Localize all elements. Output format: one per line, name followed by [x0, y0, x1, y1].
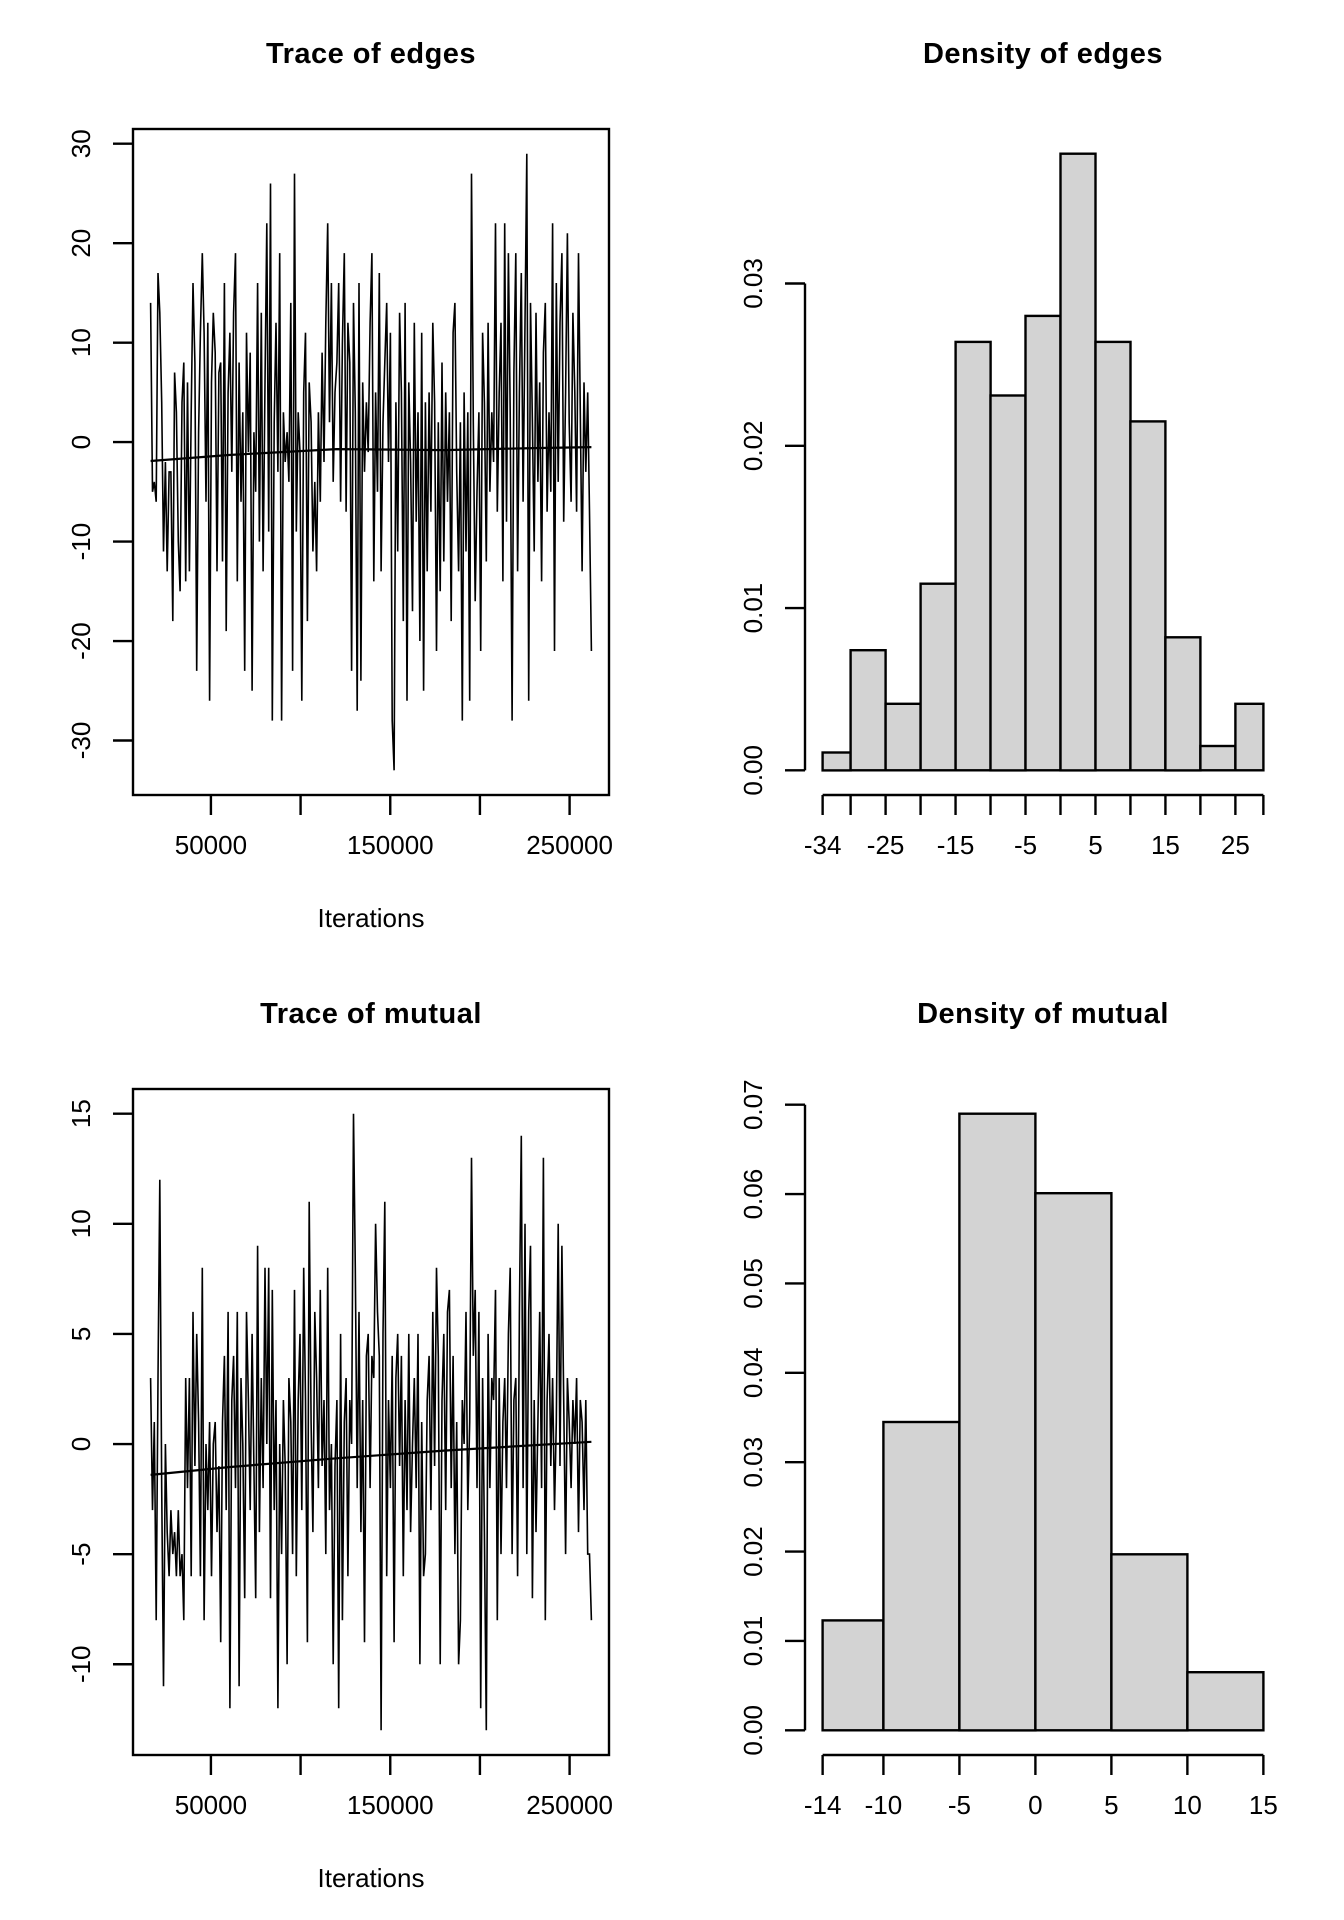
smooth-line [150, 1440, 592, 1476]
x-tick-label: 10 [1173, 1790, 1202, 1820]
x-tick-label: 50000 [175, 1790, 247, 1820]
y-tick-label: 0.01 [738, 1616, 768, 1667]
x-tick-label: 150000 [347, 830, 434, 860]
histogram-bar [1234, 702, 1265, 772]
y-tick-label: 0.07 [738, 1079, 768, 1130]
x-tick-label: -10 [865, 1790, 903, 1820]
histogram-bar [954, 340, 992, 772]
y-tick-label: 0.00 [738, 1705, 768, 1756]
histogram-bar [919, 582, 957, 772]
x-tick-label: 250000 [526, 1790, 613, 1820]
histogram-bar [884, 702, 922, 772]
x-tick-label: 50000 [175, 830, 247, 860]
y-tick-label: 30 [66, 129, 96, 158]
histogram-bar [1164, 636, 1202, 772]
histogram-bar [882, 1420, 961, 1732]
x-tick-label: -5 [1014, 830, 1037, 860]
y-tick-label: -20 [66, 622, 96, 660]
x-tick-label: 25 [1221, 830, 1250, 860]
y-tick-label: -10 [66, 1645, 96, 1683]
y-tick-label: -30 [66, 722, 96, 760]
x-tick-label: 0 [1028, 1790, 1042, 1820]
y-tick-label: -10 [66, 523, 96, 561]
x-axis-label: Iterations [317, 903, 425, 933]
x-tick-label: 150000 [347, 1790, 434, 1820]
x-tick-label: -34 [804, 830, 842, 860]
histogram-bar [1094, 340, 1132, 772]
y-tick-label: 0.06 [738, 1169, 768, 1220]
y-tick-label: 0.03 [738, 258, 768, 309]
histogram-bar [989, 394, 1027, 772]
x-tick-label: 5 [1104, 1790, 1118, 1820]
y-tick-label: 0.02 [738, 420, 768, 471]
trace-of-edges-plot: 50000 150000 250000 30 20 10 0 -10 -20 -30 [66, 127, 613, 860]
density-of-edges-plot: -34 -25 -15 -5 5 15 25 0.00 0.01 0.02 0.03 [738, 152, 1265, 860]
plot-frame [131, 1087, 611, 1757]
y-tick-label: 20 [66, 229, 96, 258]
x-tick-label: -25 [867, 830, 905, 860]
chart-title: Density of mutual [917, 998, 1169, 1030]
y-tick-label: -5 [66, 1543, 96, 1566]
y-tick-label: 0.02 [738, 1526, 768, 1577]
histogram-bar [958, 1112, 1037, 1732]
histogram-bar [1186, 1671, 1265, 1732]
y-tick-label: 0 [66, 1437, 96, 1451]
chart-title: Trace of edges [265, 38, 477, 70]
histogram-bar [1199, 744, 1237, 772]
trace-of-mutual-plot: 50000 150000 250000 15 10 5 0 -5 -10 [66, 1087, 613, 1820]
y-tick-label: 10 [66, 1209, 96, 1238]
y-tick-label: 0.04 [738, 1348, 768, 1399]
x-tick-label: 15 [1151, 830, 1180, 860]
y-tick-label: 0.00 [738, 745, 768, 796]
histogram-bar [1129, 420, 1167, 772]
histogram-bar [821, 1619, 885, 1732]
y-tick-label: 5 [66, 1327, 96, 1341]
x-axis-label: Iterations [317, 1863, 425, 1893]
x-tick-label: -14 [804, 1790, 842, 1820]
x-tick-label: -15 [937, 830, 975, 860]
histogram-bar [1034, 1191, 1113, 1732]
y-tick-label: 0.03 [738, 1437, 768, 1488]
trace-line [149, 1113, 593, 1731]
chart-title: Trace of mutual [260, 998, 482, 1030]
plot-frame [131, 127, 611, 797]
x-tick-label: -5 [948, 1790, 971, 1820]
panel-trace-of-edges: Trace of edges 50000 150000 250000 30 20 10 0 -… [0, 0, 672, 960]
x-tick-label: 5 [1088, 830, 1102, 860]
density-of-mutual-plot: -14 -10 -5 0 5 10 15 0.00 0.01 0.02 0.03 0.04 0.05 0.… [738, 1079, 1278, 1820]
y-tick-label: 0 [66, 435, 96, 449]
x-tick-label: 15 [1249, 1790, 1278, 1820]
x-tick-label: 250000 [526, 830, 613, 860]
panel-trace-of-mutual: Trace of mutual 50000 150000 250000 15 10 5 0 -… [0, 960, 672, 1920]
y-tick-label: 0.01 [738, 583, 768, 634]
histogram-bar [1024, 314, 1062, 772]
y-tick-label: 10 [66, 328, 96, 357]
y-tick-label: 15 [66, 1099, 96, 1128]
y-tick-label: 0.05 [738, 1258, 768, 1309]
smooth-line [150, 446, 592, 463]
panel-density-of-mutual: Density of mutual -14 -10 -5 0 5 10 15 0.00 0.01… [672, 960, 1344, 1920]
panel-density-of-edges: Density of edges -34 -25 -15 -5 5 15 25 0.00 0.0… [672, 0, 1344, 960]
histogram-bar [849, 649, 887, 772]
histogram-bar [821, 751, 852, 772]
histogram-bar [1059, 152, 1097, 772]
trace-line [149, 153, 593, 771]
histogram-bar [1110, 1553, 1189, 1732]
chart-title: Density of edges [922, 38, 1164, 70]
